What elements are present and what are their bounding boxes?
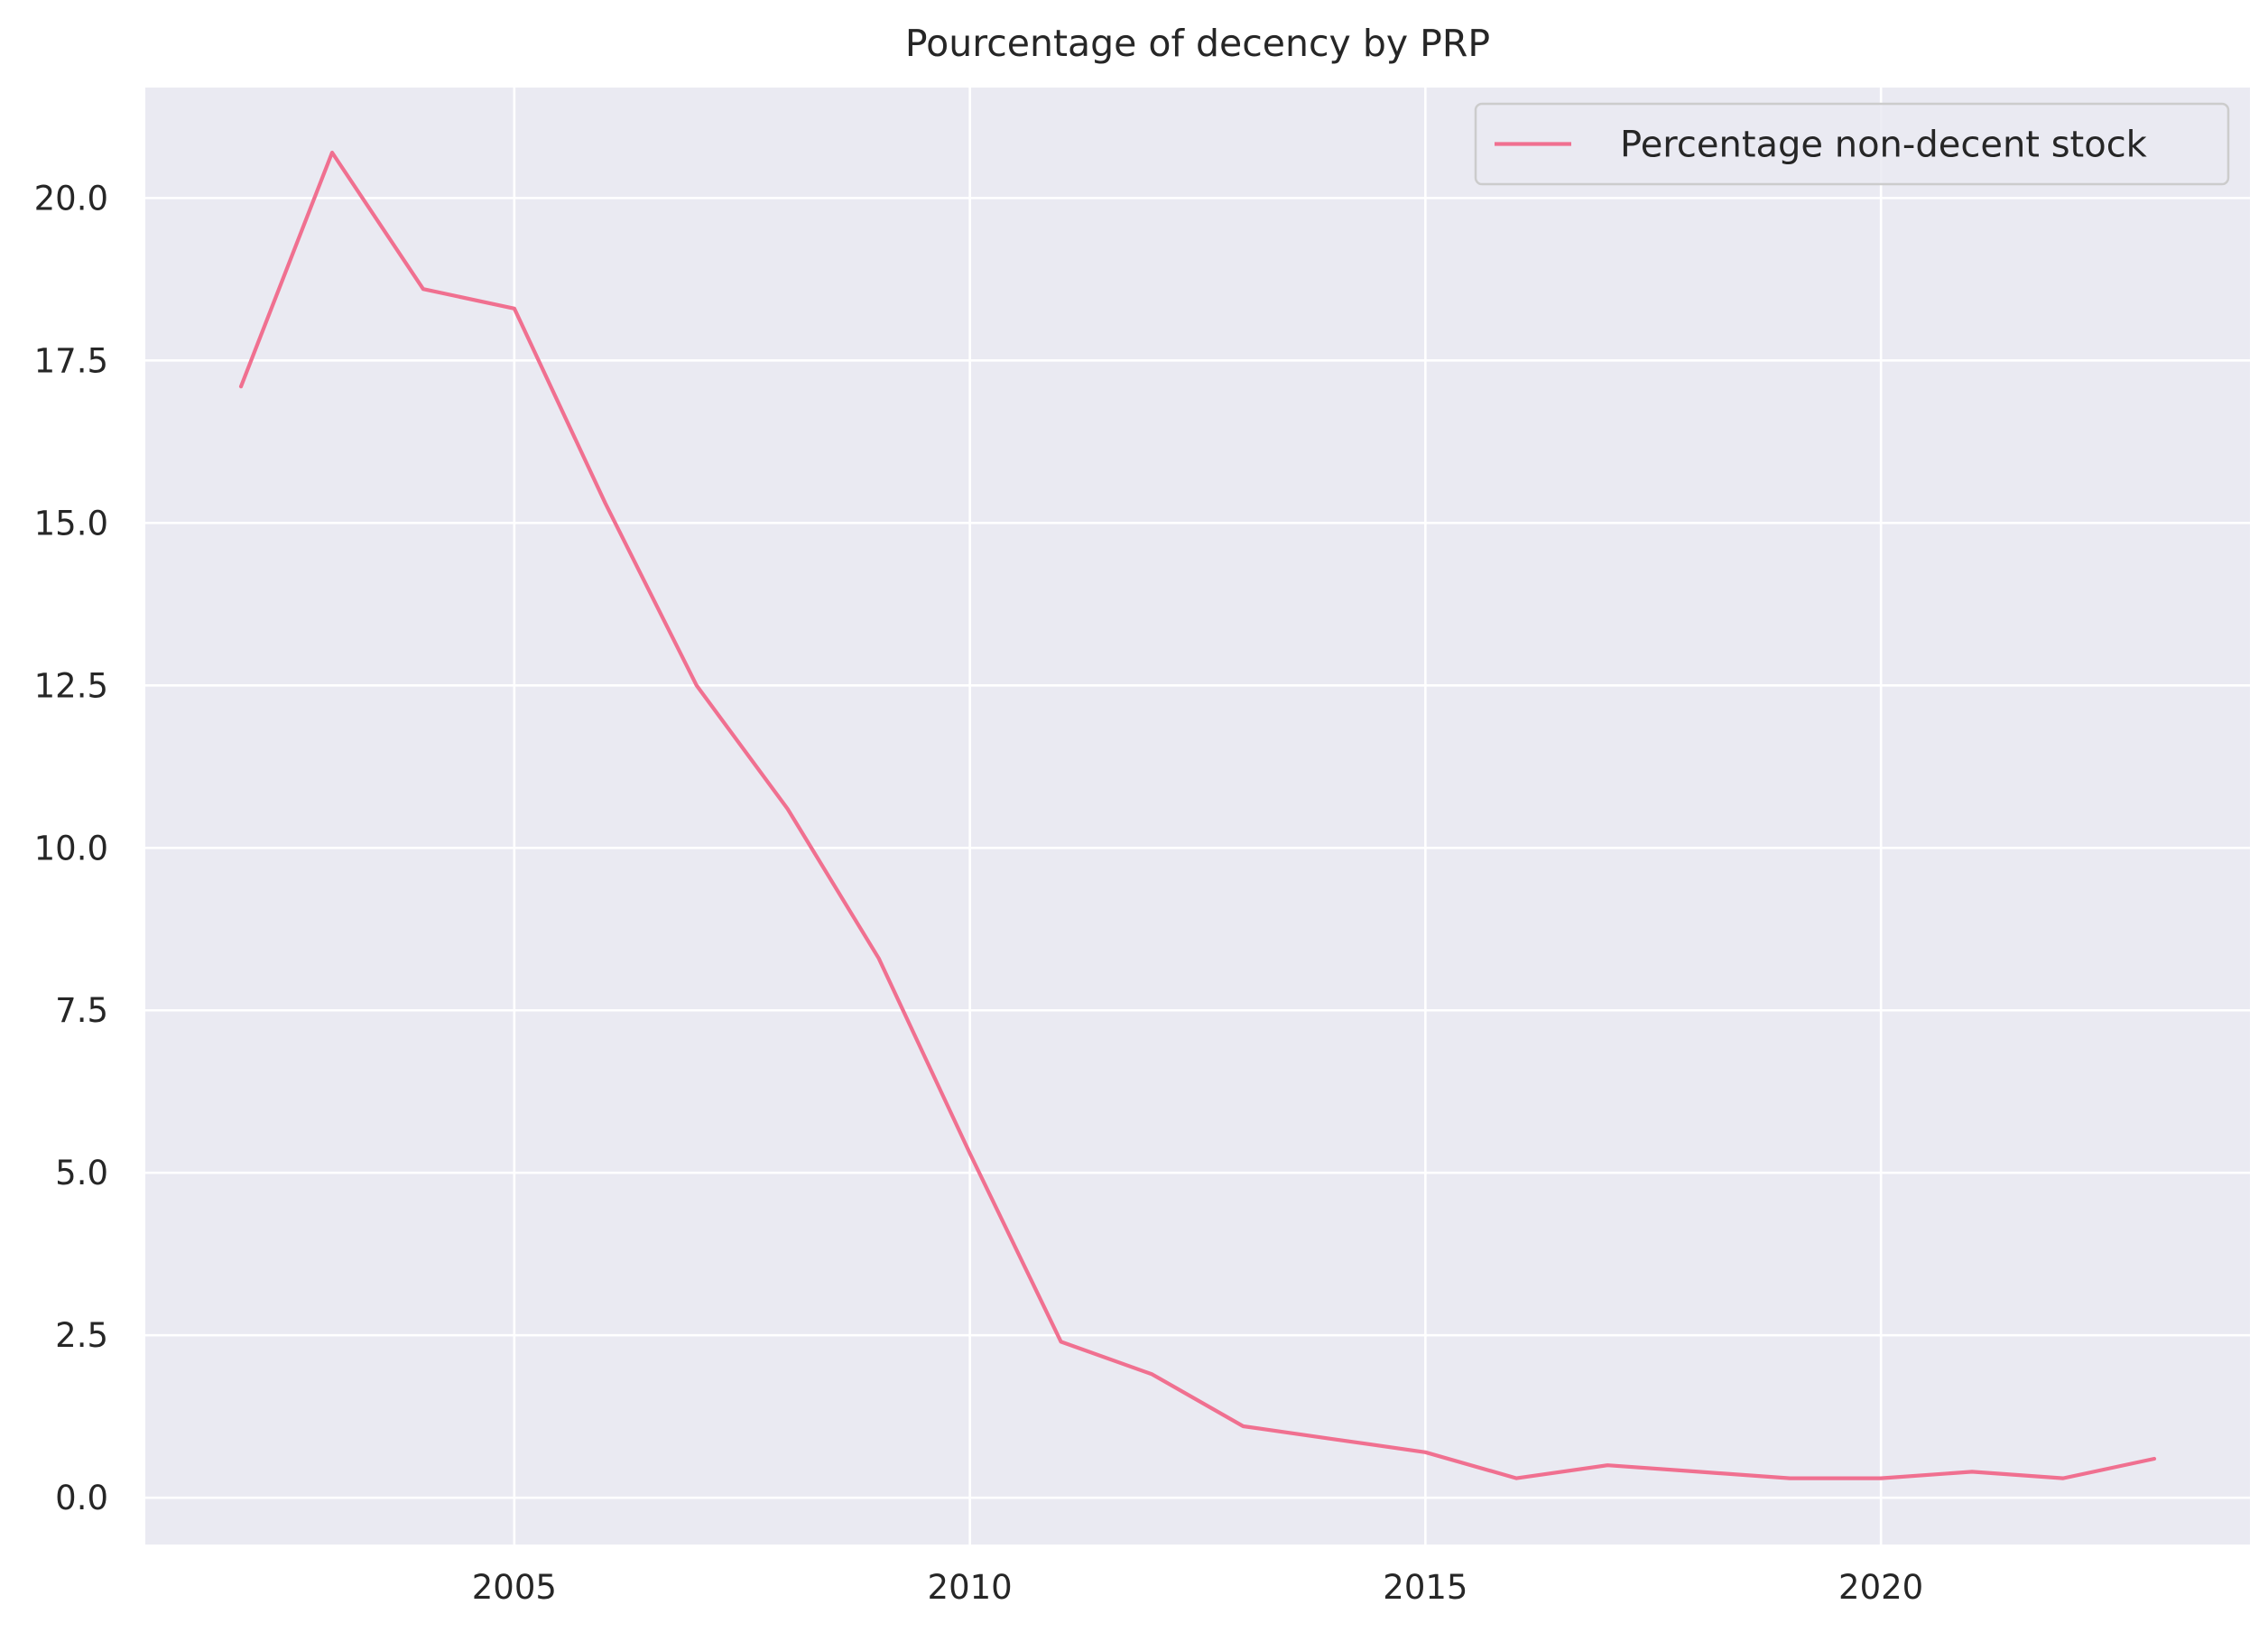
- y-tick-label: 0.0: [55, 1479, 108, 1517]
- legend-box: [1474, 102, 2230, 186]
- series-layer: [238, 150, 2157, 1480]
- y-tick-label: 10.0: [34, 829, 108, 867]
- y-tick-label: 17.5: [34, 341, 108, 380]
- x-tick-label: 2010: [928, 1568, 1013, 1607]
- y-tick-label: 7.5: [55, 991, 108, 1030]
- y-gridlines: [145, 197, 2250, 1499]
- legend-label: Percentage non-decent stock: [1620, 125, 2148, 166]
- chart-title: Pourcentage of decency by PRP: [905, 22, 1490, 65]
- x-gridlines: [513, 88, 1883, 1545]
- x-tick-label: 2005: [472, 1568, 557, 1607]
- plot-area: [145, 88, 2250, 1545]
- x-tick-label: 2015: [1383, 1568, 1467, 1607]
- y-tick-label: 5.0: [55, 1154, 108, 1192]
- y-tick-label: 15.0: [34, 504, 108, 543]
- x-axis-ticks: 2005 2010 2015 2020: [472, 1568, 1923, 1607]
- y-tick-label: 2.5: [55, 1316, 108, 1355]
- y-tick-label: 12.5: [34, 666, 108, 705]
- y-tick-label: 20.0: [34, 179, 108, 218]
- series-line: [238, 150, 2157, 1480]
- x-tick-label: 2020: [1838, 1568, 1923, 1607]
- legend: Percentage non-decent stock: [1474, 102, 2230, 186]
- y-axis-ticks: 0.0 2.5 5.0 7.5 10.0 12.5 15.0 17.5 20.0: [34, 179, 108, 1517]
